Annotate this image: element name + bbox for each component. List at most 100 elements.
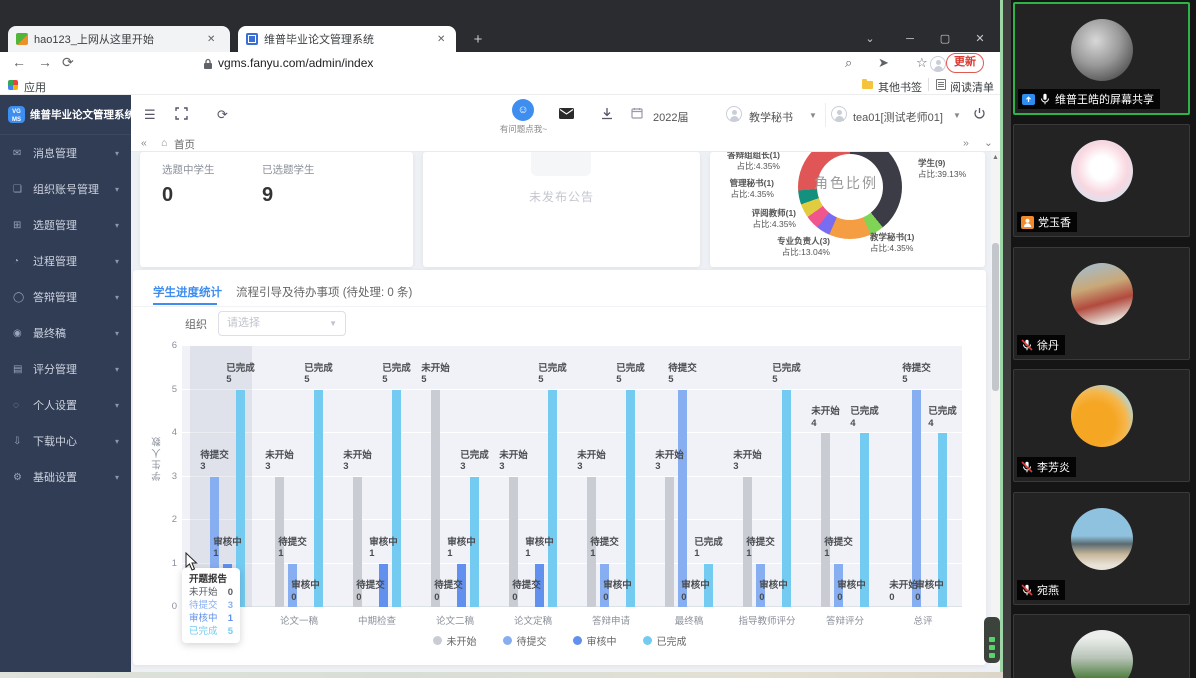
reload-icon[interactable]: ⟳ xyxy=(62,54,74,70)
participant-tile-6[interactable] xyxy=(1013,614,1190,678)
bar-已完成[interactable] xyxy=(392,389,401,607)
mail-icon[interactable] xyxy=(559,107,574,122)
bookmark-star-icon[interactable]: ☆ xyxy=(916,55,928,70)
tab-close-icon[interactable]: ✕ xyxy=(207,33,216,45)
bar-已完成[interactable] xyxy=(236,389,245,607)
apps-bookmark[interactable]: 应用 xyxy=(24,82,46,94)
legend-item-待提交[interactable]: 待提交 xyxy=(502,633,547,648)
new-tab-button[interactable]: + xyxy=(473,31,483,48)
legend-item-已完成[interactable]: 已完成 xyxy=(642,633,687,648)
tabs-menu-caret-icon[interactable]: ⌄ xyxy=(984,137,993,149)
tab-todo-items[interactable]: 流程引导及待办事项 (待处理: 0 条) xyxy=(236,287,413,299)
browser-tab[interactable]: hao123_上网从这里开始 ✕ xyxy=(8,26,230,52)
bar-待提交[interactable] xyxy=(834,563,843,607)
bar-已完成[interactable] xyxy=(782,389,791,607)
legend-item-审核中[interactable]: 审核中 xyxy=(572,633,617,648)
bar-已完成[interactable] xyxy=(938,433,947,607)
help-chat-icon[interactable]: ☺ xyxy=(512,99,534,121)
other-bookmarks[interactable]: 其他书签 xyxy=(878,82,922,94)
address-bar[interactable]: ← → ⟳ vgms.fanyu.com/admin/index ⌕ ➤ ☆ 更… xyxy=(0,52,1003,75)
bar-未开始[interactable] xyxy=(275,476,284,607)
role-caret-icon[interactable]: ▼ xyxy=(809,111,817,120)
participant-tile-1[interactable]: 维普王皓的屏幕共享 xyxy=(1013,2,1190,115)
logout-power-icon[interactable] xyxy=(973,107,986,123)
bar-未开始[interactable] xyxy=(665,476,674,607)
collapse-menu-icon[interactable]: ☰ xyxy=(144,107,156,122)
bar-待提交[interactable] xyxy=(756,563,765,607)
session-year[interactable]: 2022届 xyxy=(653,112,689,124)
collapse-tabs-icon[interactable]: « xyxy=(141,137,147,149)
sidebar-item-9[interactable]: ⇩ 下载中心 ▾ xyxy=(0,423,131,459)
other-bookmarks-folder-icon[interactable] xyxy=(862,79,873,89)
bar-审核中[interactable] xyxy=(535,563,544,607)
tab-close-icon[interactable]: ✕ xyxy=(437,33,446,45)
bar-未开始[interactable] xyxy=(743,476,752,607)
participant-tile-3[interactable]: 徐丹 xyxy=(1013,247,1190,360)
participant-tile-4[interactable]: 李芳炎 xyxy=(1013,369,1190,482)
bar-待提交[interactable] xyxy=(678,389,687,607)
floating-widget[interactable] xyxy=(984,617,1000,663)
bar-未开始[interactable] xyxy=(821,433,830,607)
sidebar-item-7[interactable]: ▤ 评分管理 ▾ xyxy=(0,351,131,387)
sidebar-item-5[interactable]: ◯ 答辩管理 ▾ xyxy=(0,279,131,315)
participant-tile-2[interactable]: 党玉香 xyxy=(1013,124,1190,237)
bar-待提交[interactable] xyxy=(288,563,297,607)
bar-未开始[interactable] xyxy=(509,476,518,607)
page-scrollbar[interactable]: ▲ xyxy=(991,152,1000,666)
sidebar-item-6[interactable]: ◉ 最终稿 ▾ xyxy=(0,315,131,351)
bar-已完成[interactable] xyxy=(626,389,635,607)
bar-审核中[interactable] xyxy=(457,563,466,607)
browser-tab[interactable]: 维普毕业论文管理系统 ✕ xyxy=(238,26,456,52)
user-select[interactable]: tea01[测试老师01] xyxy=(853,112,943,124)
window-close-icon[interactable]: ✕ xyxy=(975,33,985,45)
bar-待提交[interactable] xyxy=(600,563,609,607)
download-icon[interactable] xyxy=(601,107,613,123)
refresh-icon[interactable]: ⟳ xyxy=(217,107,228,122)
sidebar-item-8[interactable]: ◌ 个人设置 ▾ xyxy=(0,387,131,423)
zoom-out-icon[interactable]: ⌕ xyxy=(845,55,853,70)
window-maximize-icon[interactable]: ▢ xyxy=(939,33,951,45)
scrollbar-thumb[interactable] xyxy=(992,243,999,391)
fullscreen-icon[interactable] xyxy=(175,107,188,123)
back-icon[interactable]: ← xyxy=(12,54,26,70)
expand-tabs-icon[interactable]: » xyxy=(963,137,969,149)
send-icon[interactable]: ➤ xyxy=(878,55,889,70)
reading-list-icon[interactable] xyxy=(936,79,946,90)
bar-已完成[interactable] xyxy=(704,563,713,607)
bar-审核中[interactable] xyxy=(379,563,388,607)
window-menu-icon[interactable]: ⌄ xyxy=(865,33,875,45)
browser-menu-icon[interactable]: ⋮ xyxy=(996,55,1003,68)
bar-已完成[interactable] xyxy=(314,389,323,607)
sidebar-item-1[interactable]: ✉ 消息管理 ▾ xyxy=(0,135,131,171)
bar-已完成[interactable] xyxy=(548,389,557,607)
bar-未开始[interactable] xyxy=(353,476,362,607)
bar-chart-plot[interactable]: 未开始 0 待提交 3 审核中 1 已完成 5 未开始 3 待提交 1 审核中 0 已完成 5… xyxy=(182,345,962,607)
bar-待提交[interactable] xyxy=(912,389,921,607)
apps-grid-icon[interactable] xyxy=(8,80,18,90)
calendar-icon[interactable] xyxy=(631,107,643,122)
window-minimize-icon[interactable]: ─ xyxy=(906,33,914,45)
url-text[interactable]: vgms.fanyu.com/admin/index xyxy=(218,56,374,70)
bar-已完成[interactable] xyxy=(470,476,479,607)
sidebar-item-10[interactable]: ⚙ 基础设置 ▾ xyxy=(0,459,131,495)
scroll-up-icon[interactable]: ▲ xyxy=(992,154,999,161)
profile-avatar-icon[interactable] xyxy=(930,56,946,72)
breadcrumb-home[interactable]: 首页 xyxy=(174,139,195,151)
legend-item-未开始[interactable]: 未开始 xyxy=(432,633,477,648)
reading-list[interactable]: 阅读清单 xyxy=(950,82,994,94)
update-button[interactable]: 更新 xyxy=(946,53,984,73)
bar-未开始[interactable] xyxy=(587,476,596,607)
role-ratio-donut-chart[interactable] xyxy=(798,152,902,239)
participant-tile-5[interactable]: 宛燕 xyxy=(1013,492,1190,605)
bar-已完成[interactable] xyxy=(860,433,869,607)
org-filter-select[interactable]: 请选择 ▼ xyxy=(218,311,346,336)
sidebar-item-2[interactable]: ❏ 组织账号管理 ▾ xyxy=(0,171,131,207)
sidebar-item-3[interactable]: ⊞ 选题管理 ▾ xyxy=(0,207,131,243)
bar-待提交[interactable] xyxy=(210,476,219,607)
role-select[interactable]: 教学秘书 xyxy=(749,112,793,124)
forward-icon[interactable]: → xyxy=(38,54,52,70)
bar-未开始[interactable] xyxy=(431,389,440,607)
user-caret-icon[interactable]: ▼ xyxy=(953,111,961,120)
tab-student-progress[interactable]: 学生进度统计 xyxy=(153,287,222,299)
sidebar-item-4[interactable]: ◔ 过程管理 ▾ xyxy=(0,243,131,279)
